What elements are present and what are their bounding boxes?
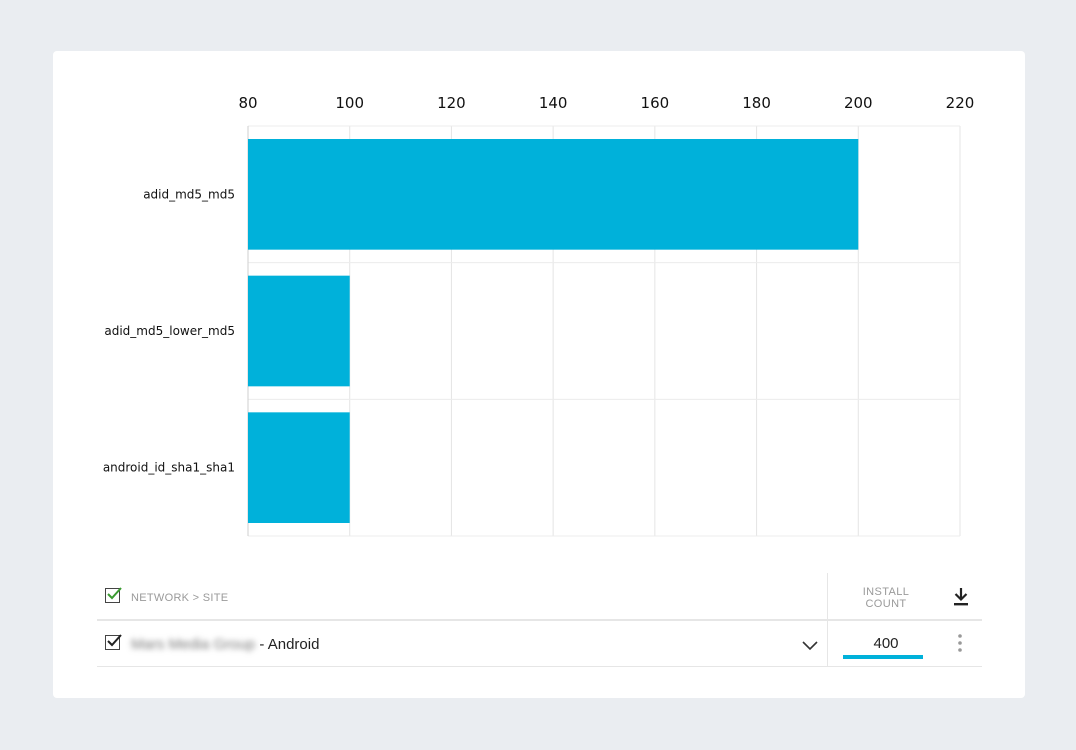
bar	[248, 275, 350, 387]
column-divider	[827, 621, 828, 666]
table-header: NETWORK > SITE INSTALL COUNT	[97, 573, 982, 621]
install-count-column-header[interactable]: INSTALL COUNT	[837, 586, 935, 610]
table-row: Mars Media Group - Android 400	[97, 621, 982, 667]
x-tick-label: 180	[742, 94, 771, 112]
x-tick-label: 80	[238, 94, 257, 112]
bar	[248, 412, 350, 523]
install-count-header-line1: INSTALL	[862, 586, 910, 598]
x-tick-label: 120	[437, 94, 466, 112]
bar	[248, 139, 859, 250]
check-icon	[107, 587, 122, 600]
network-site-column-header[interactable]: NETWORK > SITE	[131, 592, 229, 604]
x-tick-label: 100	[335, 94, 364, 112]
chevron-down-icon[interactable]	[802, 638, 818, 656]
bar-chart: adid_md5_md5 adid_md5_lower_md5 android_id…	[103, 94, 975, 537]
install-count-value: 400	[873, 635, 899, 652]
column-divider	[827, 573, 828, 619]
chart-card: adid_md5_md5 adid_md5_lower_md5 android_id…	[53, 51, 1025, 698]
network-table: NETWORK > SITE INSTALL COUNT	[97, 573, 982, 667]
row-checkbox[interactable]	[105, 634, 122, 650]
install-count-bar	[843, 655, 923, 659]
network-name: Mars Media Group	[131, 636, 256, 653]
category-label: adid_md5_lower_md5	[104, 324, 235, 338]
name-separator: -	[259, 636, 268, 653]
x-tick-label: 140	[539, 94, 568, 112]
x-tick-label: 200	[844, 94, 873, 112]
category-label: android_id_sha1_sha1	[103, 461, 235, 475]
more-vertical-icon[interactable]	[958, 634, 962, 657]
platform-name: Android	[267, 636, 320, 653]
network-site-name[interactable]: Mars Media Group - Android	[131, 636, 319, 653]
x-tick-label: 160	[641, 94, 670, 112]
select-all-checkbox[interactable]	[105, 587, 122, 603]
install-count-header-line2: COUNT	[865, 598, 907, 610]
download-icon[interactable]	[952, 587, 970, 612]
x-tick-label: 220	[946, 94, 975, 112]
category-label: adid_md5_md5	[143, 187, 235, 201]
check-icon	[107, 634, 122, 647]
